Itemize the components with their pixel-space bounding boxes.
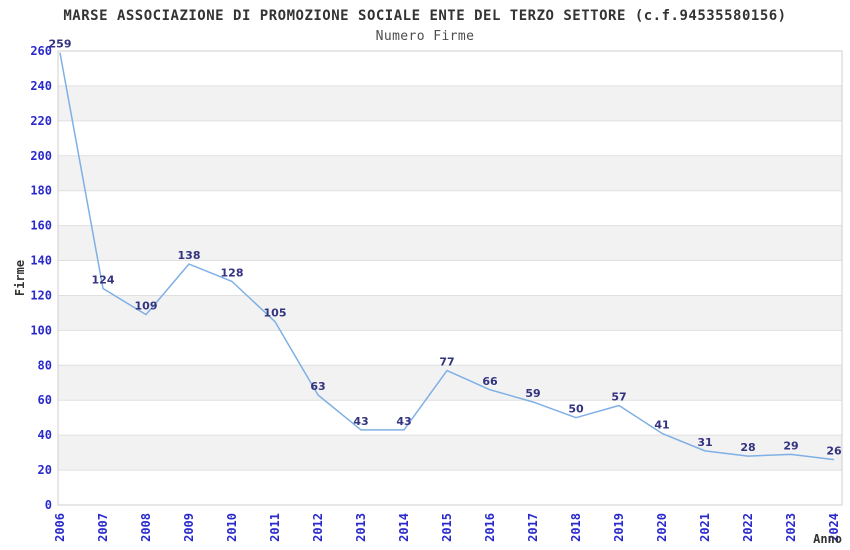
y-tick-label: 240	[30, 79, 52, 93]
y-tick-label: 200	[30, 149, 52, 163]
value-label: 31	[697, 436, 712, 449]
value-label: 41	[654, 418, 669, 431]
y-tick-label: 120	[30, 288, 52, 302]
value-label: 28	[740, 441, 755, 454]
plot-band	[58, 400, 842, 436]
y-tick-label: 40	[38, 428, 52, 442]
x-tick-label: 2021	[698, 513, 712, 542]
x-tick-label: 2009	[182, 513, 196, 542]
x-tick-label: 2023	[784, 513, 798, 542]
plot-band	[58, 365, 842, 401]
plot-band	[58, 470, 842, 505]
x-axis-title: Anno	[813, 532, 842, 546]
value-label: 66	[482, 375, 498, 388]
x-tick-label: 2015	[440, 513, 454, 542]
value-label: 29	[783, 439, 798, 452]
x-tick-label: 2013	[354, 513, 368, 542]
plot-area: 0 20 40 60 80 100 120 140 160 180 200 220 240 260 2006…	[30, 38, 843, 542]
y-tick-label: 0	[45, 498, 52, 512]
value-label: 124	[92, 273, 115, 286]
chart-title: MARSE ASSOCIAZIONE DI PROMOZIONE SOCIALE…	[63, 8, 786, 24]
value-label: 128	[221, 266, 244, 279]
data-line	[59, 52, 835, 461]
value-label: 109	[135, 300, 158, 313]
x-tick-label: 2018	[569, 513, 583, 542]
plot-band	[58, 295, 842, 331]
y-tick-label: 160	[30, 219, 52, 233]
plot-band	[58, 330, 842, 366]
x-tick-label: 2017	[526, 513, 540, 542]
y-tick-label: 180	[30, 184, 52, 198]
chart-subtitle: Numero Firme	[376, 29, 475, 44]
value-label: 259	[49, 38, 72, 51]
plot-frame	[57, 50, 843, 506]
value-label: 77	[439, 356, 454, 369]
x-tick-label: 2014	[397, 513, 411, 542]
value-label: 26	[826, 445, 842, 458]
x-tick-label: 2020	[655, 513, 669, 542]
value-label: 138	[178, 249, 201, 262]
y-tick-label: 100	[30, 323, 52, 337]
x-tick-label: 2007	[96, 513, 110, 542]
x-tick-label: 2008	[139, 513, 153, 542]
x-tick-label: 2011	[268, 513, 282, 542]
x-tick-label: 2022	[741, 513, 755, 542]
plot-band	[58, 155, 842, 191]
y-tick-label: 220	[30, 114, 52, 128]
value-label: 43	[396, 415, 411, 428]
x-tick-label: 2024	[827, 513, 841, 542]
y-tick-label: 140	[30, 254, 52, 268]
y-tick-label: 80	[38, 358, 52, 372]
value-label: 105	[264, 307, 287, 320]
plot-band	[58, 260, 842, 296]
x-tick-label: 2012	[311, 513, 325, 542]
y-tick-label: 20	[38, 463, 52, 477]
plot-band	[58, 51, 842, 86]
plot-band	[58, 120, 842, 156]
x-tick-label: 2016	[483, 513, 497, 542]
x-tick-label: 2010	[225, 513, 239, 542]
value-label: 63	[310, 380, 325, 393]
value-label: 57	[611, 390, 626, 403]
y-tick-label: 60	[38, 393, 52, 407]
plot-band	[58, 435, 842, 471]
value-label: 59	[525, 387, 540, 400]
x-tick-label: 2019	[612, 513, 626, 542]
plot-band	[58, 190, 842, 226]
value-label: 43	[353, 415, 368, 428]
value-label: 50	[568, 403, 584, 416]
y-tick-label: 260	[30, 44, 52, 58]
x-tick-label: 2006	[53, 513, 67, 542]
plot-band	[58, 225, 842, 261]
plot-band	[58, 85, 842, 121]
y-axis-title: Firme	[13, 260, 27, 296]
